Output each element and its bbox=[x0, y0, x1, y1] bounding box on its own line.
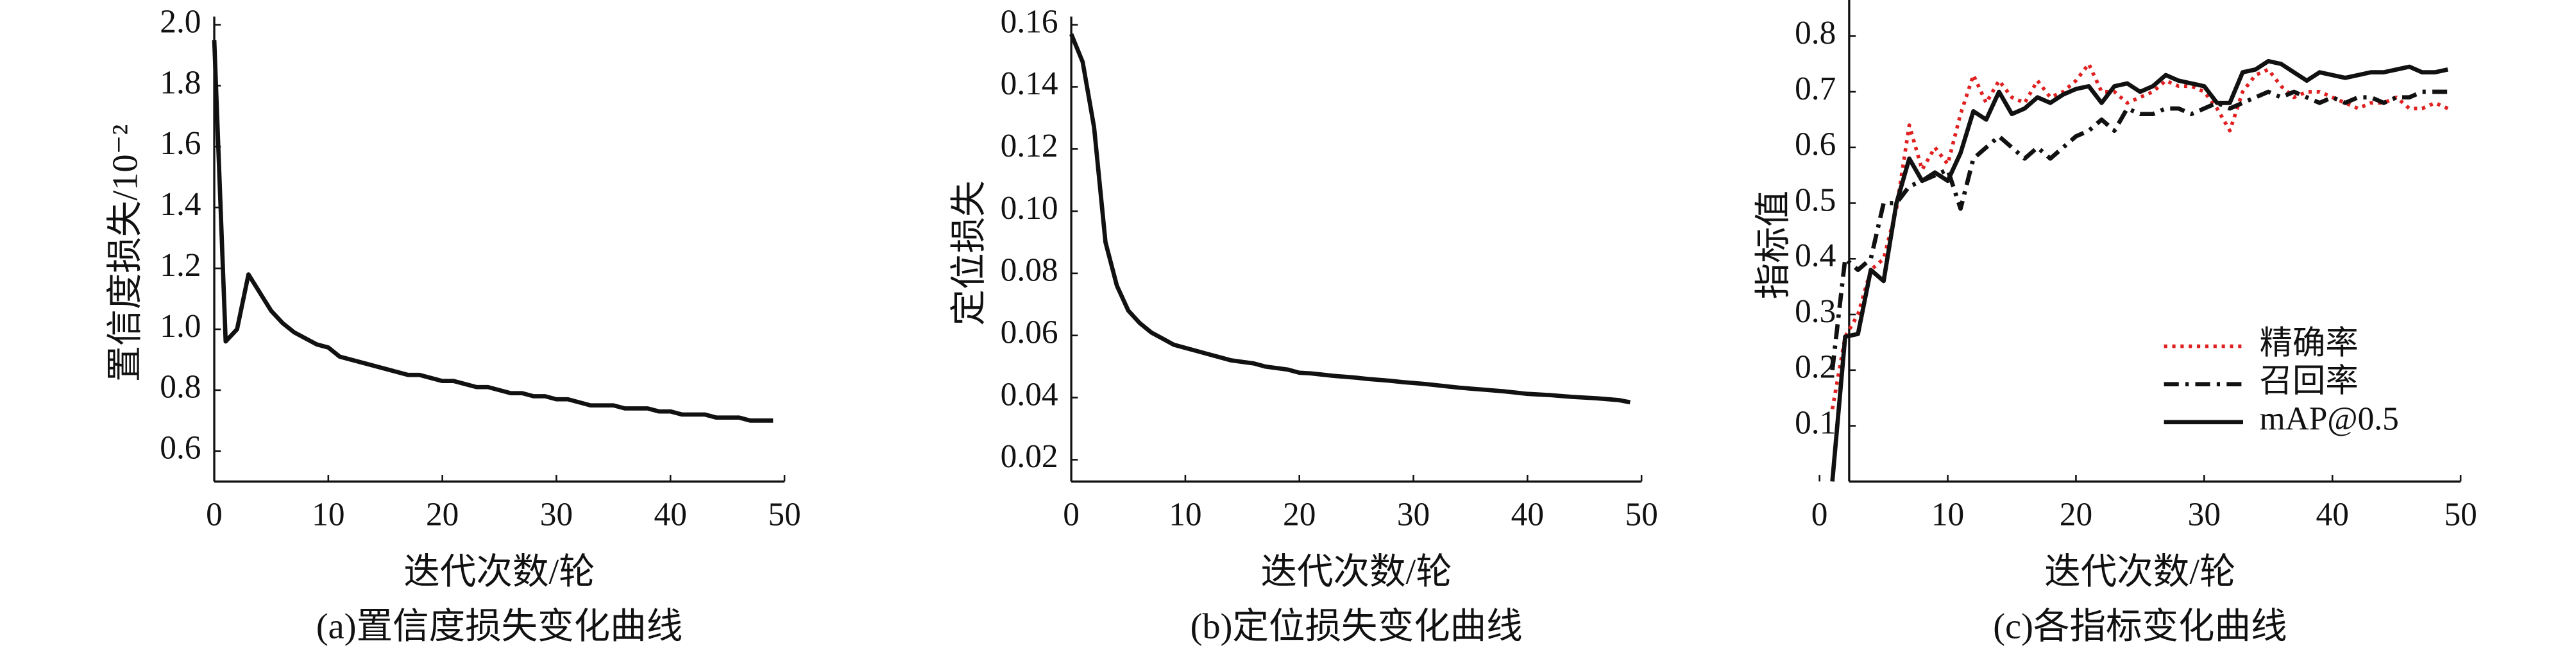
loss-line bbox=[1069, 33, 1631, 405]
x-tick-label: 30 bbox=[2188, 497, 2221, 533]
y-tick-label: 2.0 bbox=[160, 3, 201, 40]
x-tick-label: 20 bbox=[1283, 497, 1316, 533]
y-tick-label: 1.0 bbox=[160, 308, 201, 345]
x-tick-label: 20 bbox=[2060, 497, 2092, 533]
y-tick-label: 1.6 bbox=[160, 125, 201, 162]
y-axis-label: 指标值 bbox=[1754, 191, 1793, 300]
y-tick-label: 0.04 bbox=[1001, 376, 1058, 413]
x-axis-label: 迭代次数/轮 bbox=[2044, 553, 2235, 592]
y-tick-label: 0.2 bbox=[1795, 349, 1836, 386]
x-tick-label: 40 bbox=[654, 497, 687, 533]
y-tick-label: 0.16 bbox=[1001, 3, 1058, 40]
x-axis-label: 迭代次数/轮 bbox=[403, 553, 595, 592]
y-tick-label: 1.4 bbox=[160, 186, 201, 223]
y-tick-label: 0.6 bbox=[1795, 126, 1836, 163]
x-tick-label: 0 bbox=[1811, 497, 1828, 533]
y-tick-label: 0.12 bbox=[1001, 128, 1058, 164]
x-tick-label: 10 bbox=[1169, 497, 1201, 533]
y-tick-label: 1.2 bbox=[160, 247, 201, 284]
y-tick-label: 0.6 bbox=[160, 430, 201, 467]
series-line bbox=[1830, 58, 2448, 482]
caption: (b)定位损失变化曲线 bbox=[1191, 607, 1523, 647]
x-tick-label: 20 bbox=[426, 497, 459, 533]
legend-label: mAP@0.5 bbox=[2260, 401, 2399, 438]
y-axis-label: 置信度损失/10⁻² bbox=[105, 124, 145, 382]
x-tick-label: 50 bbox=[768, 497, 801, 533]
y-tick-label: 0.4 bbox=[1795, 237, 1836, 274]
y-tick-label: 1.8 bbox=[160, 64, 201, 101]
loss-line bbox=[212, 40, 774, 423]
y-tick-label: 0.8 bbox=[1795, 15, 1836, 51]
y-tick-label: 0.08 bbox=[1001, 252, 1058, 289]
legend-label: 精确率 bbox=[2260, 325, 2359, 361]
y-tick-label: 0.5 bbox=[1795, 182, 1836, 218]
y-tick-label: 0.3 bbox=[1795, 293, 1836, 330]
x-tick-label: 0 bbox=[206, 497, 223, 533]
y-tick-label: 0.02 bbox=[1001, 438, 1058, 475]
y-tick-label: 0.14 bbox=[1001, 65, 1058, 102]
x-tick-label: 30 bbox=[540, 497, 573, 533]
x-tick-label: 10 bbox=[312, 497, 344, 533]
legend-label: 召回率 bbox=[2260, 363, 2359, 399]
series-line bbox=[1830, 89, 2448, 371]
y-tick-label: 0.7 bbox=[1795, 71, 1836, 107]
x-axis-label: 迭代次数/轮 bbox=[1260, 553, 1452, 592]
y-tick-label: 0.1 bbox=[1795, 404, 1836, 441]
x-tick-label: 0 bbox=[1063, 497, 1080, 533]
y-tick-label: 0.10 bbox=[1001, 190, 1058, 227]
caption: (a)置信度损失变化曲线 bbox=[316, 607, 682, 647]
x-tick-label: 50 bbox=[2444, 497, 2477, 533]
y-tick-label: 0.06 bbox=[1001, 314, 1058, 351]
x-tick-label: 50 bbox=[1625, 497, 1657, 533]
x-tick-label: 30 bbox=[1397, 497, 1430, 533]
caption: (c)各指标变化曲线 bbox=[1993, 607, 2287, 647]
x-tick-label: 10 bbox=[1931, 497, 1964, 533]
y-tick-label: 0.8 bbox=[160, 369, 201, 406]
x-tick-label: 40 bbox=[2316, 497, 2349, 533]
y-axis-label: 定位损失 bbox=[949, 180, 989, 325]
x-tick-label: 40 bbox=[1511, 497, 1544, 533]
